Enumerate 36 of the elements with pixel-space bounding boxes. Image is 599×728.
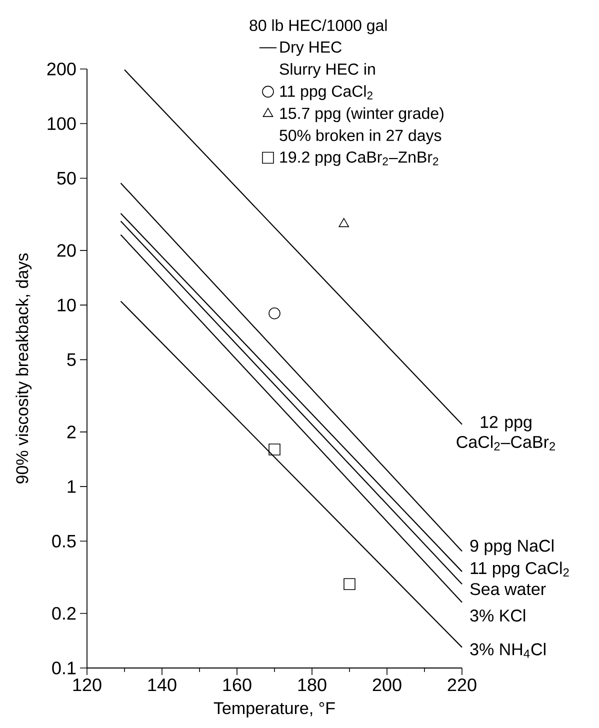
y-tick-label: 2 <box>67 426 76 438</box>
point <box>344 578 356 590</box>
x-tick-label: 220 <box>448 678 476 692</box>
y-tick-label: 5 <box>67 353 76 366</box>
point <box>268 444 280 456</box>
x-tick-label: 140 <box>148 678 176 692</box>
legend-title: 80 lb HEC/1000 gal <box>250 19 387 34</box>
legend-label: 11 ppg CaCl$_{2}$ <box>280 85 372 100</box>
x-tick-label: 200 <box>372 678 402 692</box>
x-tick-label: 120 <box>73 678 102 692</box>
series-label: 3% NH$_{4}$Cl <box>470 642 546 658</box>
point <box>338 218 350 228</box>
series-label: Sea water <box>470 583 546 596</box>
series-label: 12 ppg CaCl$_{2}$–CaBr$_{2}$ <box>456 416 555 450</box>
series-label: 3% KCl <box>470 609 526 622</box>
x-tick-label: 160 <box>223 678 252 692</box>
legend-label: 15.7 ppg (winter grade) <box>280 107 444 122</box>
y-tick-label: 20 <box>57 244 76 257</box>
y-axis-title: 90% viscosity breakback, days <box>16 253 32 484</box>
y-tick-label: 50 <box>57 172 76 185</box>
series-label: 9 ppg NaCl <box>470 539 554 556</box>
annotation: Slurry HEC in <box>280 63 375 78</box>
y-tick-label: 0.2 <box>52 606 76 620</box>
y-tick-label: 100 <box>48 117 76 130</box>
series-label: 11 ppg CaCl$_{2}$ <box>470 562 569 578</box>
x-axis-title: Temperature, °F <box>214 702 335 718</box>
legend-label: 19.2 ppg CaBr$_{2}$–ZnBr$_{2}$ <box>280 151 438 166</box>
y-tick-label: 10 <box>58 298 76 312</box>
y-tick-label: 200 <box>47 62 76 76</box>
text: Dry HEC <box>280 41 342 56</box>
x-tick-label: 180 <box>298 678 326 692</box>
annotation: 50% broken in 27 days <box>280 129 442 144</box>
y-tick-label: 1 <box>68 480 76 493</box>
y-tick-label: 0.5 <box>52 534 76 548</box>
y-tick-label: 0.1 <box>52 662 76 674</box>
point <box>268 307 280 320</box>
